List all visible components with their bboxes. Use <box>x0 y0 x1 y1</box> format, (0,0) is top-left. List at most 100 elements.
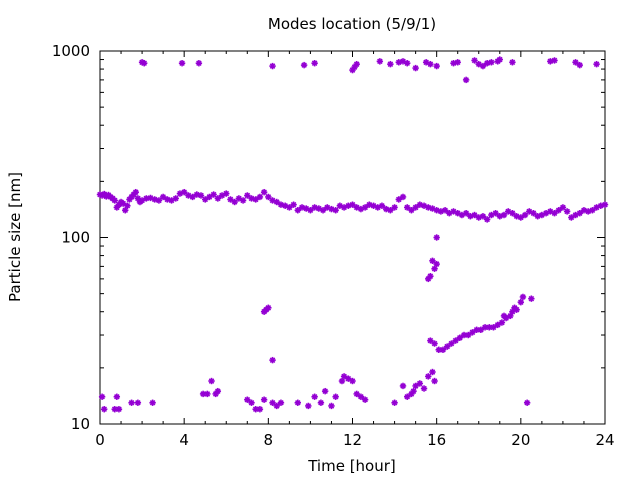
data-point <box>387 207 394 214</box>
data-point <box>391 399 398 406</box>
data-point <box>429 368 436 376</box>
data-point <box>465 331 472 339</box>
x-tick-label: 12 <box>343 431 362 449</box>
data-point <box>223 190 230 197</box>
data-point <box>429 257 436 265</box>
data-point <box>425 373 432 380</box>
data-point <box>332 207 339 214</box>
data-point <box>332 393 339 400</box>
data-point <box>319 207 327 214</box>
data-point <box>239 197 247 204</box>
data-point <box>260 396 268 403</box>
data-point <box>509 59 516 66</box>
data-point <box>273 198 280 206</box>
y-axis-ticks: 10 100 1000 <box>52 42 605 433</box>
data-point <box>517 214 525 221</box>
data-point <box>462 209 470 217</box>
data-point <box>277 399 285 406</box>
data-point <box>412 64 419 72</box>
data-point <box>244 396 251 403</box>
data-point <box>214 195 222 202</box>
data-point <box>494 321 501 329</box>
y-tick-label: 100 <box>61 229 90 247</box>
data-point <box>140 60 148 67</box>
x-tick-label: 24 <box>595 431 614 449</box>
data-point <box>416 380 424 387</box>
data-point <box>256 193 264 201</box>
data-point <box>248 399 255 406</box>
data-point <box>441 207 449 214</box>
data-point <box>134 399 142 406</box>
data-point <box>149 399 156 406</box>
data-point <box>159 193 167 201</box>
x-tick-label: 8 <box>264 431 274 449</box>
data-point <box>555 207 562 214</box>
data-point <box>286 204 293 211</box>
data-point <box>98 393 106 400</box>
data-point <box>456 334 464 341</box>
data-point <box>471 211 478 219</box>
data-point <box>349 201 356 208</box>
data-point <box>431 377 438 385</box>
data-points <box>96 56 609 413</box>
data-point <box>471 57 478 64</box>
data-point <box>404 393 411 400</box>
data-point <box>572 59 579 66</box>
data-point <box>111 197 118 204</box>
data-point <box>473 326 480 333</box>
data-point <box>454 59 461 66</box>
data-point <box>521 211 529 219</box>
data-point <box>433 234 440 241</box>
data-point <box>498 319 506 326</box>
data-point <box>488 59 495 66</box>
data-point <box>395 59 402 66</box>
data-point <box>244 192 251 199</box>
data-point <box>227 196 234 203</box>
data-point <box>197 192 205 199</box>
data-point <box>427 60 434 68</box>
data-point <box>601 201 609 208</box>
data-point <box>404 60 411 67</box>
data-point <box>490 324 497 331</box>
data-point <box>376 58 384 65</box>
data-point <box>256 406 264 413</box>
data-point <box>568 214 575 221</box>
data-point <box>563 208 571 215</box>
data-point <box>349 66 356 74</box>
plot-frame <box>99 50 606 425</box>
data-point <box>269 356 276 364</box>
data-point <box>481 324 489 331</box>
x-tick-label: 20 <box>511 431 530 449</box>
data-point <box>551 57 558 64</box>
data-point <box>180 188 188 196</box>
data-point <box>357 393 365 400</box>
x-tick-label: 4 <box>179 431 189 449</box>
data-point <box>443 343 451 350</box>
data-point <box>496 56 503 63</box>
data-point <box>115 406 123 413</box>
data-point <box>328 402 335 410</box>
data-point <box>404 204 411 211</box>
data-point <box>412 382 419 390</box>
x-axis-ticks: 0 4 8 12 16 20 24 <box>95 51 615 449</box>
data-point <box>294 207 301 214</box>
data-point <box>410 387 417 395</box>
data-point <box>559 204 567 211</box>
data-point <box>290 201 297 208</box>
data-point <box>214 387 222 395</box>
data-point <box>349 377 356 385</box>
data-point <box>492 209 499 217</box>
data-point <box>311 60 318 67</box>
data-point <box>128 399 135 406</box>
data-point <box>576 61 583 69</box>
data-point <box>576 209 583 217</box>
data-point <box>593 60 600 68</box>
data-point <box>361 204 369 211</box>
data-point <box>523 399 531 406</box>
data-point <box>269 62 276 70</box>
y-axis-label: Particle size [nm] <box>6 172 24 302</box>
data-point <box>483 216 491 223</box>
data-point <box>460 331 468 339</box>
data-point <box>353 390 360 398</box>
data-point <box>477 326 485 333</box>
